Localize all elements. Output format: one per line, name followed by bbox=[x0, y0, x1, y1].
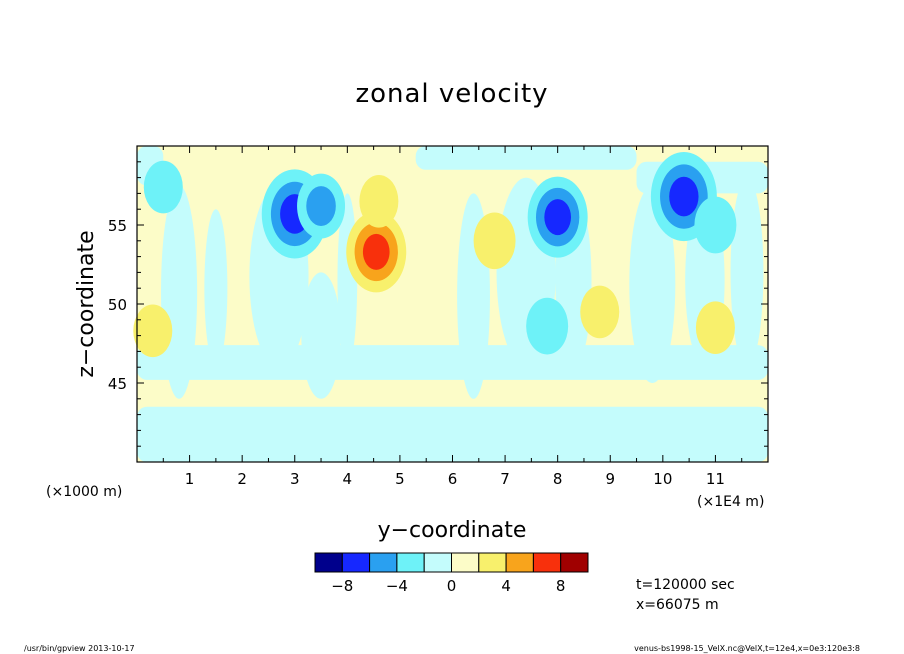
contour-feature-3 bbox=[362, 233, 390, 270]
contour-plume bbox=[301, 272, 341, 399]
plot-area bbox=[133, 145, 769, 463]
colorbar-tick-label: −4 bbox=[386, 577, 408, 595]
position-annotation: x=66075 m bbox=[636, 597, 719, 613]
contour-feature-11 bbox=[526, 297, 569, 355]
contour-feature-8 bbox=[473, 212, 516, 270]
y-unit-label: (×1000 m) bbox=[46, 484, 122, 500]
contour-band bbox=[415, 146, 637, 170]
contour-feature-4 bbox=[359, 174, 399, 228]
contour-feature-9 bbox=[580, 285, 620, 339]
colorbar-swatch bbox=[560, 552, 589, 573]
colorbar-swatch bbox=[396, 552, 425, 573]
colorbar-tick-label: 0 bbox=[447, 577, 457, 595]
x-tick-label: 2 bbox=[237, 470, 247, 488]
chart-title: zonal velocity bbox=[355, 79, 548, 109]
y-tick-label: 45 bbox=[108, 375, 127, 393]
y-tick-labels: 45 50 55 bbox=[108, 217, 127, 393]
x-tick-label: 6 bbox=[448, 470, 458, 488]
colorbar-swatch bbox=[532, 552, 562, 573]
colorbar-swatch bbox=[369, 552, 398, 573]
contour-feature-12 bbox=[133, 304, 173, 358]
contour-feature-2 bbox=[306, 186, 336, 226]
x-tick-label: 10 bbox=[653, 470, 672, 488]
footer-right: venus-bs1998-15_VelX.nc@VelX,t=12e4,x=0e… bbox=[634, 644, 860, 653]
colorbar-swatch bbox=[423, 552, 453, 573]
colorbar-swatch bbox=[314, 552, 343, 573]
contour-plume bbox=[160, 185, 198, 399]
contour-band bbox=[137, 406, 768, 462]
colorbar-swatch bbox=[478, 552, 507, 573]
x-tick-label: 5 bbox=[395, 470, 405, 488]
contour-layer bbox=[133, 146, 768, 462]
x-tick-label: 4 bbox=[343, 470, 353, 488]
contour-plume bbox=[730, 177, 764, 368]
colorbar-swatch bbox=[451, 552, 480, 573]
y-tick-label: 50 bbox=[108, 296, 127, 314]
x-tick-label: 11 bbox=[706, 470, 725, 488]
y-axis-label: z−coordinate bbox=[74, 230, 99, 377]
contour-feature-7 bbox=[694, 196, 737, 254]
contour-feature-5 bbox=[544, 199, 572, 236]
colorbar-labels: −8 −4 0 4 8 bbox=[331, 577, 565, 595]
contour-band bbox=[137, 345, 768, 380]
colorbar-swatch bbox=[505, 552, 534, 573]
colorbar-tick-label: 8 bbox=[556, 577, 566, 595]
colorbar-tick-label: −8 bbox=[331, 577, 353, 595]
footer-left: /usr/bin/gpview 2013-10-17 bbox=[24, 644, 135, 653]
contour-plume bbox=[629, 185, 676, 383]
x-tick-label: 8 bbox=[553, 470, 563, 488]
x-tick-label: 7 bbox=[500, 470, 510, 488]
colorbar-tick-label: 4 bbox=[501, 577, 511, 595]
contour-plume bbox=[204, 209, 228, 368]
time-annotation: t=120000 sec bbox=[636, 577, 735, 593]
contour-feature-10 bbox=[695, 301, 735, 355]
x-axis-label: y−coordinate bbox=[378, 518, 527, 543]
colorbar-swatch bbox=[341, 552, 371, 573]
x-tick-label: 3 bbox=[290, 470, 300, 488]
y-tick-label: 55 bbox=[108, 217, 127, 235]
x-tick-labels: 1 2 3 4 5 6 7 8 9 10 11 bbox=[185, 470, 725, 488]
x-unit-label: (×1E4 m) bbox=[697, 494, 764, 510]
x-tick-label: 1 bbox=[185, 470, 195, 488]
contour-feature-6 bbox=[669, 176, 699, 217]
contour-feature-0 bbox=[143, 160, 183, 214]
colorbar bbox=[314, 552, 589, 573]
axis-ticks bbox=[137, 146, 768, 462]
x-tick-label: 9 bbox=[605, 470, 615, 488]
